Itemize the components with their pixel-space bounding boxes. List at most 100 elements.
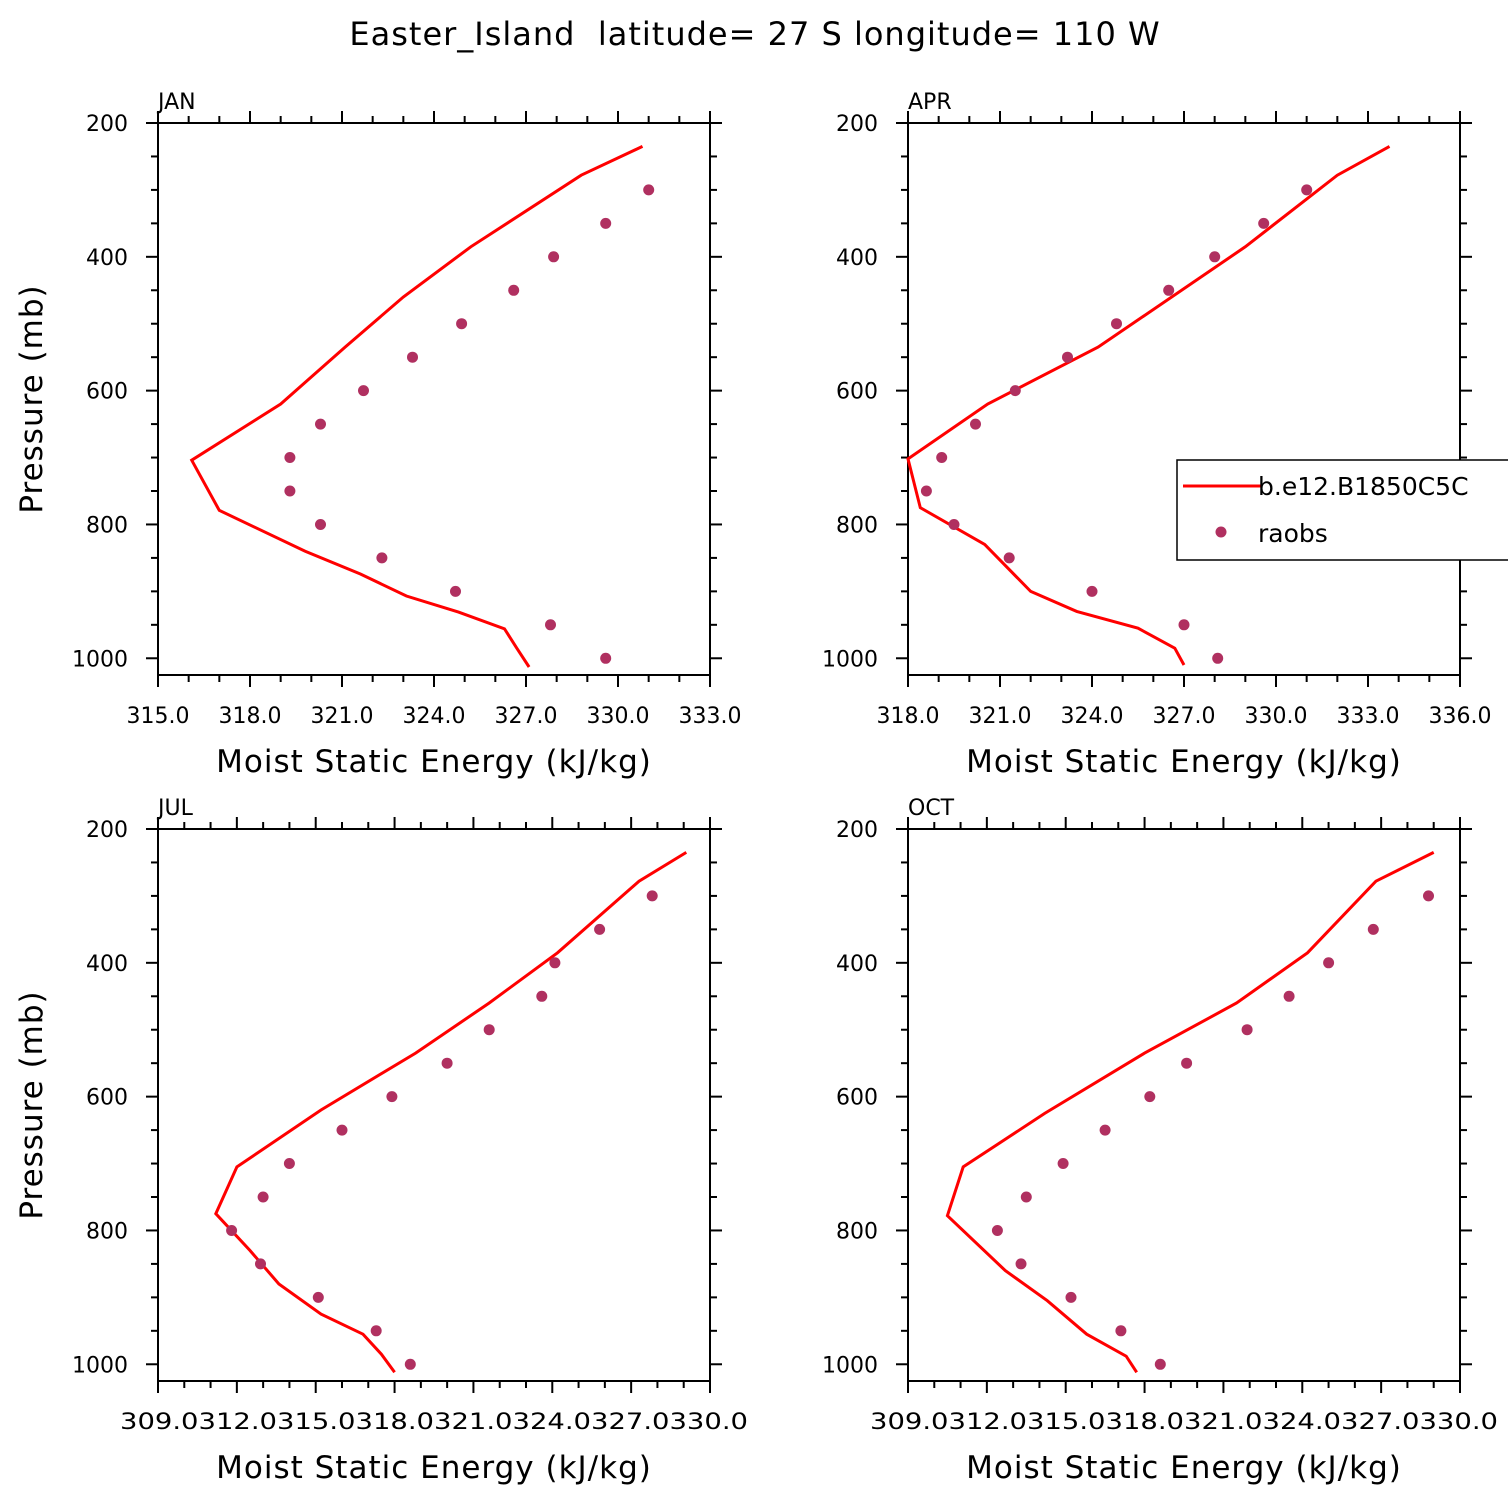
raobs-point <box>441 1057 453 1069</box>
legend-box <box>1176 459 1508 561</box>
panel-jan: JAN 315.0 318.0 321.0 324.0 327.0 330.0 333.0 20… <box>14 90 741 780</box>
y-tick-label: 200 <box>86 112 128 137</box>
raobs-point <box>1099 1124 1111 1136</box>
raobs-point <box>991 1225 1003 1236</box>
raobs-point <box>1163 284 1175 296</box>
raobs-point <box>284 452 296 463</box>
raobs-point <box>1111 318 1122 330</box>
y-tick-label: 1000 <box>72 1353 128 1378</box>
raobs-point <box>970 418 981 430</box>
raobs-point <box>948 519 960 530</box>
panel-jul: JUL 309.0312.0315.0318.0321.0324.0327.033… <box>14 796 748 1486</box>
x-axis-label: Moist Static Energy (kJ/kg) <box>966 1450 1402 1486</box>
raobs-point <box>1020 1191 1032 1203</box>
raobs-point <box>1367 923 1379 935</box>
raobs-point <box>1241 1024 1253 1036</box>
raobs-point <box>536 990 548 1002</box>
x-tick-label: 330.0 <box>587 704 650 729</box>
x-axis-label: Moist Static Energy (kJ/kg) <box>216 744 652 780</box>
y-tick-label: 800 <box>86 513 128 538</box>
y-tick-label: 1000 <box>822 647 878 672</box>
raobs-point <box>456 318 468 330</box>
raobs-point <box>1003 552 1015 564</box>
raobs-point <box>407 351 418 363</box>
y-tick-label: 800 <box>836 1219 878 1244</box>
panel-title: APR <box>908 90 952 115</box>
x-tick-label: 321.0 <box>969 704 1032 729</box>
y-tick-label: 400 <box>836 246 878 271</box>
x-tick-labels: 309.0312.0315.0318.0321.0324.0327.0330.0 <box>120 1410 748 1435</box>
panel-oct: OCT 309.0312.0315.0318.0321.0324.0327.033… <box>822 796 1498 1486</box>
x-tick-label: 324.0 <box>1061 704 1124 729</box>
raobs-point <box>1212 652 1224 664</box>
y-axis-label: Pressure (mb) <box>14 990 50 1219</box>
raobs-point <box>1258 217 1270 229</box>
raobs-point <box>404 1358 416 1370</box>
model-profile-line <box>906 145 1391 666</box>
x-tick-label: 336.0 <box>1429 704 1492 729</box>
x-tick-label: 327.0 <box>1153 704 1216 729</box>
y-tick-label: 600 <box>836 380 878 405</box>
plot-frame <box>157 122 711 676</box>
raobs-point <box>376 552 388 564</box>
raobs-point <box>386 1091 398 1103</box>
raobs-point <box>600 217 612 229</box>
raobs-point <box>1009 385 1021 397</box>
x-tick-label: 318.0 <box>877 704 940 729</box>
x-axis-label: Moist Static Energy (kJ/kg) <box>966 744 1402 780</box>
y-tick-label: 200 <box>836 818 878 843</box>
plot-frame <box>907 828 1461 1382</box>
y-tick-label: 200 <box>836 112 878 137</box>
x-axis-label: Moist Static Energy (kJ/kg) <box>216 1450 652 1486</box>
raobs-point <box>1178 619 1190 631</box>
raobs-point <box>1057 1158 1069 1169</box>
raobs-point <box>1283 990 1295 1002</box>
x-tick-label: 330.0 <box>1245 704 1308 729</box>
raobs-point <box>370 1325 382 1337</box>
y-tick-label: 600 <box>86 1086 128 1111</box>
raobs-point <box>548 251 560 263</box>
x-tick-label: 324.0 <box>403 704 466 729</box>
y-tick-label: 1000 <box>72 647 128 672</box>
y-tick-label: 400 <box>836 952 878 977</box>
raobs-point <box>594 923 606 935</box>
model-profile-line <box>214 851 688 1374</box>
model-profile-line <box>945 851 1435 1374</box>
y-tick-label: 600 <box>86 380 128 405</box>
raobs-point <box>920 485 932 497</box>
raobs-point <box>1154 1358 1166 1370</box>
x-tick-label: 327.0 <box>495 704 558 729</box>
legend: b.e12.B1850C5C raobs <box>1176 459 1508 561</box>
raobs-point <box>1015 1258 1027 1270</box>
raobs-point <box>1181 1057 1193 1069</box>
plot-frame <box>907 122 1461 676</box>
legend-obs-marker <box>1215 526 1227 538</box>
raobs-point <box>600 652 612 664</box>
panel-title: OCT <box>908 796 955 821</box>
y-tick-label: 600 <box>836 1086 878 1111</box>
raobs-point <box>1115 1325 1127 1337</box>
x-tick-label: 333.0 <box>679 704 742 729</box>
raobs-point <box>1301 184 1313 196</box>
raobs-point <box>284 485 296 497</box>
raobs-point <box>1086 585 1098 597</box>
x-tick-label: 321.0 <box>311 704 374 729</box>
panel-apr: APR 318.0 321.0 324.0 327.0 330.0 333.0 336.0 20… <box>822 90 1491 780</box>
legend-model-label: b.e12.B1850C5C <box>1258 472 1469 501</box>
raobs-point <box>549 957 561 969</box>
y-tick-label: 400 <box>86 246 128 271</box>
raobs-point <box>646 890 658 902</box>
x-tick-labels: 309.0312.0315.0318.0321.0324.0327.0330.0 <box>870 1410 1498 1435</box>
y-tick-label: 400 <box>86 952 128 977</box>
raobs-point <box>1065 1291 1077 1303</box>
raobs-point <box>450 585 461 597</box>
plot-frame <box>157 828 711 1382</box>
x-tick-label: 318.0 <box>219 704 282 729</box>
model-profile-line <box>189 145 644 668</box>
raobs-point <box>1062 351 1073 363</box>
legend-obs-label: raobs <box>1258 519 1328 548</box>
raobs-point <box>336 1124 348 1136</box>
raobs-point <box>483 1024 495 1036</box>
raobs-point <box>226 1225 238 1236</box>
